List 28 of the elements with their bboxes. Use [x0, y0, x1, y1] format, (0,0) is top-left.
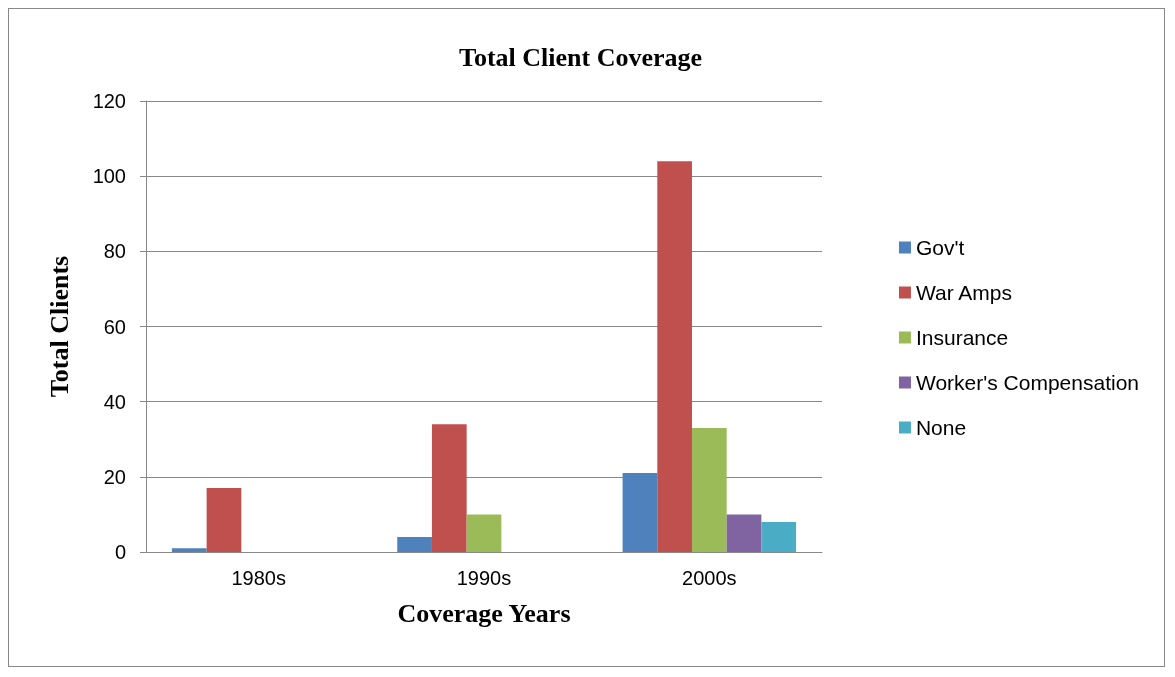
y-tick-label: 40 [103, 390, 126, 413]
y-axis-title: Total Clients [44, 255, 74, 398]
bar [622, 473, 658, 552]
y-tick-label: 80 [103, 240, 126, 263]
bar [466, 514, 502, 552]
bar [397, 536, 432, 552]
y-tick-label: 20 [103, 465, 126, 488]
y-tick-label: 60 [103, 315, 126, 338]
x-tick-label: 1980s [231, 567, 286, 589]
legend-label: Worker's Compensation [915, 371, 1139, 394]
bar [431, 424, 467, 552]
bar [657, 161, 692, 552]
bar [171, 548, 207, 552]
x-tick-label: 1990s [456, 567, 512, 589]
bar [206, 488, 242, 552]
legend-label: None [915, 416, 967, 439]
bar [761, 521, 797, 552]
x-axis-title: Coverage Years [397, 598, 571, 628]
chart-title: Total Client Coverage [459, 42, 703, 72]
legend-label: Gov't [915, 236, 965, 259]
y-tick-label: 100 [92, 165, 126, 188]
y-tick-label: 120 [92, 90, 126, 112]
y-tick-label: 0 [114, 541, 126, 563]
legend-label: War Amps [915, 281, 1013, 304]
x-tick-label: 2000s [682, 567, 737, 589]
bar [691, 427, 727, 552]
legend-label: Insurance [915, 326, 1009, 349]
bar [726, 514, 762, 552]
